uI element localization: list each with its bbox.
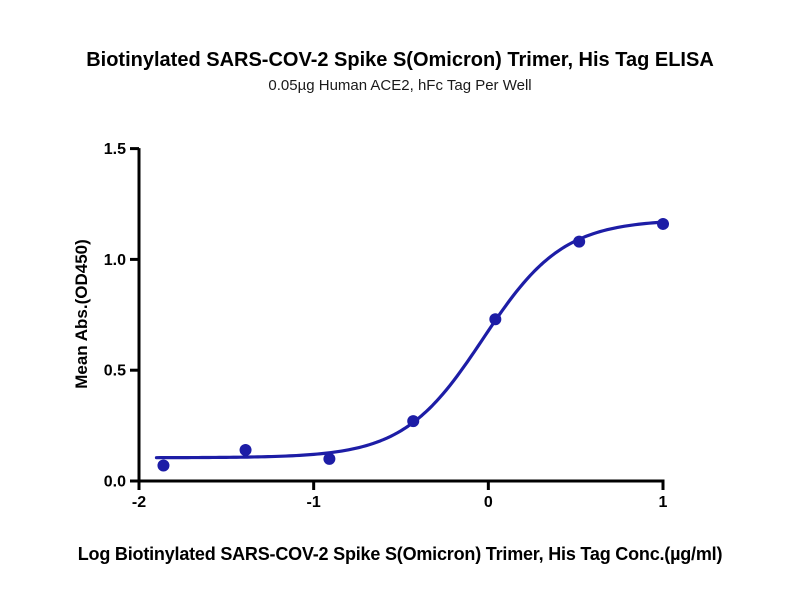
y-tick-label: 0.5 bbox=[104, 363, 126, 380]
chart-subtitle: 0.05µg Human ACE2, hFc Tag Per Well bbox=[268, 77, 532, 94]
x-tick-label: -1 bbox=[307, 494, 321, 511]
data-point bbox=[239, 443, 252, 456]
data-point bbox=[573, 235, 586, 248]
chart-title: Biotinylated SARS-COV-2 Spike S(Omicron)… bbox=[86, 49, 714, 71]
data-point bbox=[489, 313, 502, 326]
x-tick-label: -2 bbox=[132, 494, 146, 511]
data-point bbox=[407, 415, 420, 428]
x-tick-label: 1 bbox=[659, 494, 668, 511]
y-tick-label: 1.5 bbox=[104, 141, 126, 158]
y-tick-label: 0.0 bbox=[104, 474, 126, 491]
x-tick-label: 0 bbox=[484, 494, 493, 511]
x-axis-label: Log Biotinylated SARS-COV-2 Spike S(Omic… bbox=[77, 544, 723, 564]
y-tick-label: 1.0 bbox=[104, 252, 126, 269]
data-point bbox=[657, 217, 670, 230]
data-point bbox=[323, 452, 336, 465]
data-point bbox=[157, 459, 170, 472]
